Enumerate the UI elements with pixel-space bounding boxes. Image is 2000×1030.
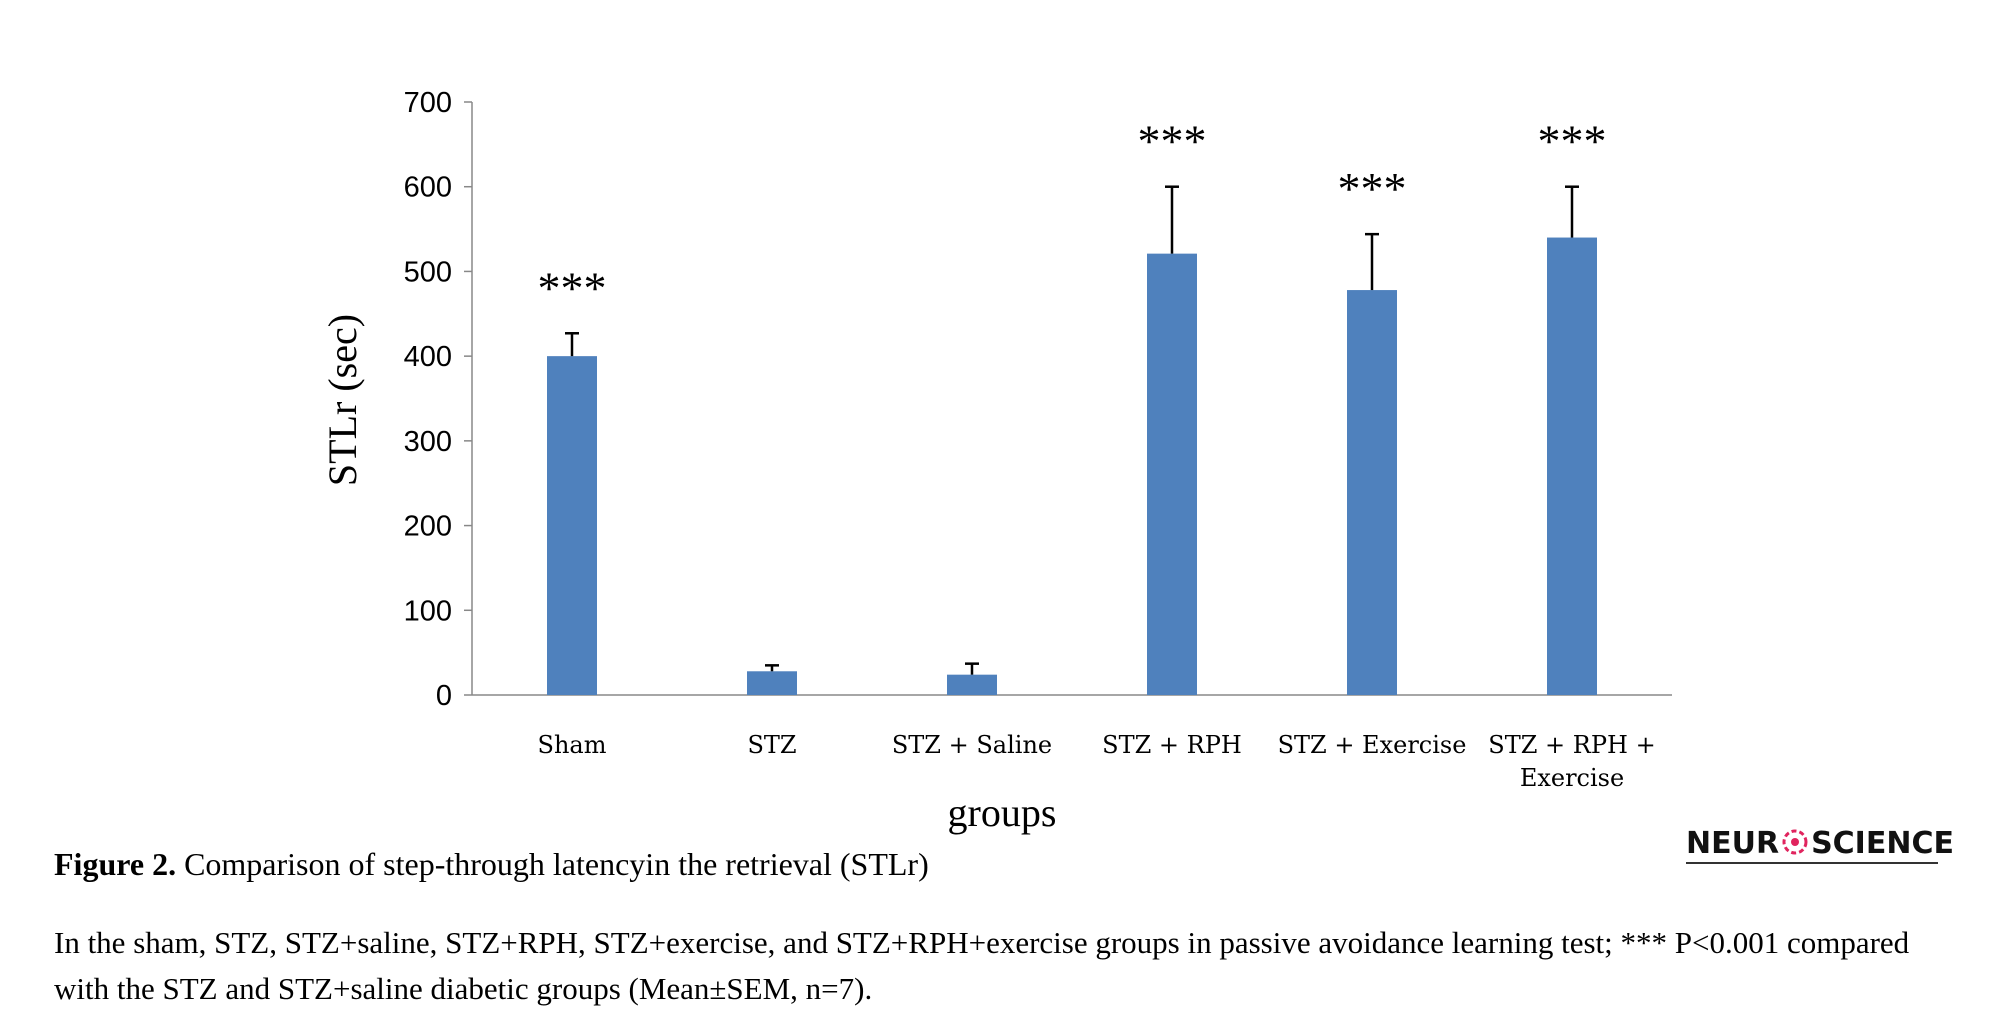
y-axis: 0 100 200 300 400 500 600 700: [404, 87, 473, 712]
figure-caption-body: In the sham, STZ, STZ+saline, STZ+RPH, S…: [54, 925, 1910, 1006]
bars: [547, 237, 1597, 696]
x-axis-title: groups: [948, 790, 1057, 835]
x-category-label: Exercise: [1520, 764, 1624, 792]
error-bars: [565, 185, 1579, 675]
bar-chart: 0 100 200 300 400 500 600 700 *** *** *** *** Sham…: [320, 87, 1672, 835]
bar: [1147, 253, 1197, 696]
y-tick-label: 0: [436, 680, 452, 712]
y-tick-label: 500: [404, 256, 452, 288]
bar: [947, 674, 997, 695]
y-axis-title: STLr (sec): [320, 314, 365, 486]
category-labels: Sham STZ STZ + Saline STZ + RPH STZ + Exerci…: [538, 731, 1656, 792]
y-tick-label: 600: [404, 172, 452, 204]
neuroscience-logo: NEUR SCIENCE: [1686, 826, 1954, 864]
x-category-label: STZ + Exercise: [1278, 731, 1467, 759]
y-tick-label: 400: [404, 341, 452, 373]
x-category-label: STZ + Saline: [892, 731, 1052, 759]
x-category-label: STZ + RPH +: [1488, 731, 1655, 759]
y-tick-label: 100: [404, 595, 452, 627]
figure-label: Figure 2.: [54, 846, 177, 882]
bar: [747, 671, 797, 695]
y-tick-label: 300: [404, 426, 452, 458]
y-tick-label: 700: [404, 87, 452, 119]
brain-icon: [1782, 829, 1808, 855]
logo-text-right: SCIENCE: [1811, 826, 1954, 861]
significance-label: ***: [1138, 116, 1207, 167]
bar: [1347, 290, 1397, 695]
figure-caption-title: Figure 2. Comparison of step-through lat…: [54, 846, 929, 883]
significance-label: ***: [1338, 163, 1407, 214]
figure-title: Comparison of step-through latencyin the…: [184, 846, 929, 882]
x-category-label: STZ: [747, 731, 796, 759]
significance-markers: *** *** *** ***: [538, 116, 1607, 314]
bar: [1547, 237, 1597, 696]
logo-text-left: NEUR: [1686, 826, 1780, 861]
significance-label: ***: [538, 262, 607, 313]
bar: [547, 356, 597, 695]
x-category-label: STZ + RPH: [1102, 731, 1242, 759]
y-tick-label: 200: [404, 511, 452, 543]
x-category-label: Sham: [538, 731, 607, 759]
significance-label: ***: [1538, 116, 1607, 167]
